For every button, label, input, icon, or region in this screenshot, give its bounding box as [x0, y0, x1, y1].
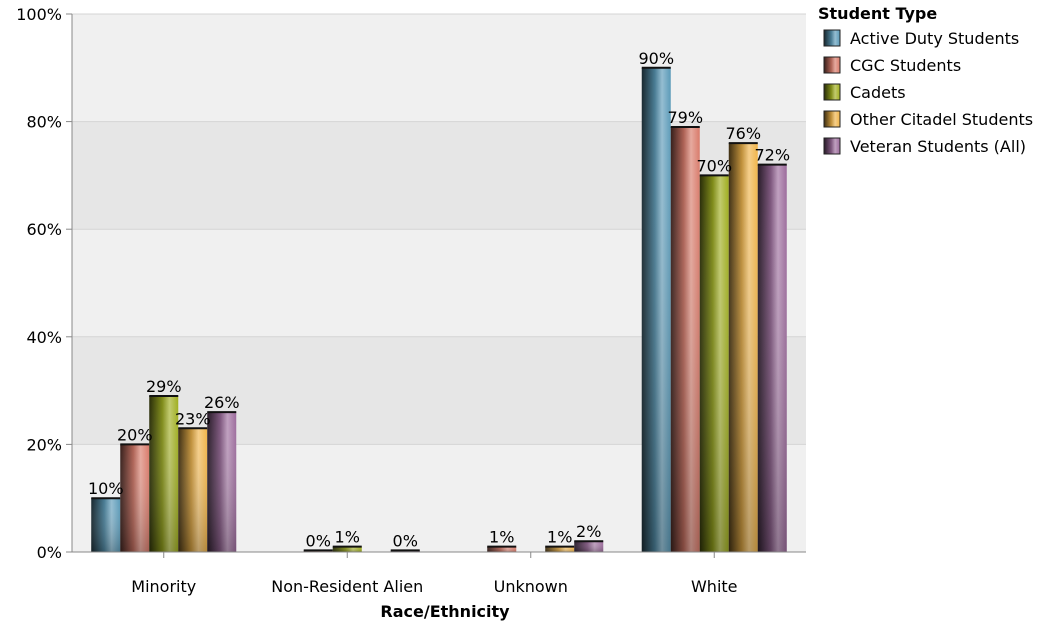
data-label: 29%	[146, 377, 182, 396]
legend-label: Other Citadel Students	[850, 110, 1033, 129]
data-label: 10%	[88, 479, 124, 498]
data-label: 0%	[393, 531, 418, 550]
data-label: 79%	[667, 108, 703, 127]
legend: Student Type Active Duty Students CGC Stu…	[818, 4, 1033, 156]
bar-shading	[178, 428, 208, 552]
y-tick-label: 40%	[26, 328, 62, 347]
legend-swatch	[823, 29, 841, 47]
bar-shading	[332, 546, 362, 552]
legend-item: Cadets	[823, 83, 906, 102]
legend-label: Veteran Students (All)	[850, 137, 1026, 156]
legend-swatch	[823, 56, 841, 74]
data-label: 2%	[576, 522, 601, 541]
x-tick-label: Non-Resident Alien	[271, 577, 423, 596]
legend-swatch	[823, 110, 841, 128]
legend-label: CGC Students	[850, 56, 961, 75]
y-tick-label: 60%	[26, 220, 62, 239]
legend-title: Student Type	[818, 4, 937, 23]
bar-shading	[641, 67, 671, 553]
bar-shading	[545, 546, 575, 552]
bar-shading	[207, 412, 237, 552]
bar-shading	[487, 546, 517, 552]
legend-item: Active Duty Students	[823, 29, 1019, 48]
bar-shading	[120, 444, 150, 552]
data-label: 26%	[204, 393, 240, 412]
legend-label: Cadets	[850, 83, 906, 102]
legend-label: Active Duty Students	[850, 29, 1019, 48]
bar-shading	[574, 541, 604, 552]
x-tick-label: White	[691, 577, 738, 596]
data-label: 76%	[725, 124, 761, 143]
y-tick-label: 80%	[26, 113, 62, 132]
bar-shading	[699, 175, 729, 552]
legend-swatch	[823, 137, 841, 155]
data-label: 20%	[117, 425, 153, 444]
data-label: 1%	[489, 528, 514, 547]
data-label: 90%	[638, 49, 674, 68]
data-label: 23%	[175, 409, 211, 428]
bar-shading	[149, 395, 179, 552]
data-label: 1%	[335, 528, 360, 547]
y-tick-label: 0%	[37, 543, 62, 562]
bar-shading	[91, 498, 121, 552]
data-label: 0%	[306, 531, 331, 550]
legend-swatch	[823, 83, 841, 101]
y-tick-label: 20%	[26, 435, 62, 454]
x-tick-label: Unknown	[494, 577, 568, 596]
legend-item: CGC Students	[823, 56, 961, 75]
data-label: 70%	[696, 156, 732, 175]
legend-item: Other Citadel Students	[823, 110, 1033, 129]
bar-shading	[757, 164, 787, 552]
data-label: 72%	[754, 146, 790, 165]
data-label: 1%	[547, 528, 572, 547]
bar-shading	[728, 143, 758, 552]
legend-item: Veteran Students (All)	[823, 137, 1026, 156]
y-tick-label: 100%	[16, 5, 62, 24]
x-tick-label: Minority	[131, 577, 196, 596]
bar-shading	[670, 126, 700, 552]
x-axis-title: Race/Ethnicity	[380, 602, 510, 621]
